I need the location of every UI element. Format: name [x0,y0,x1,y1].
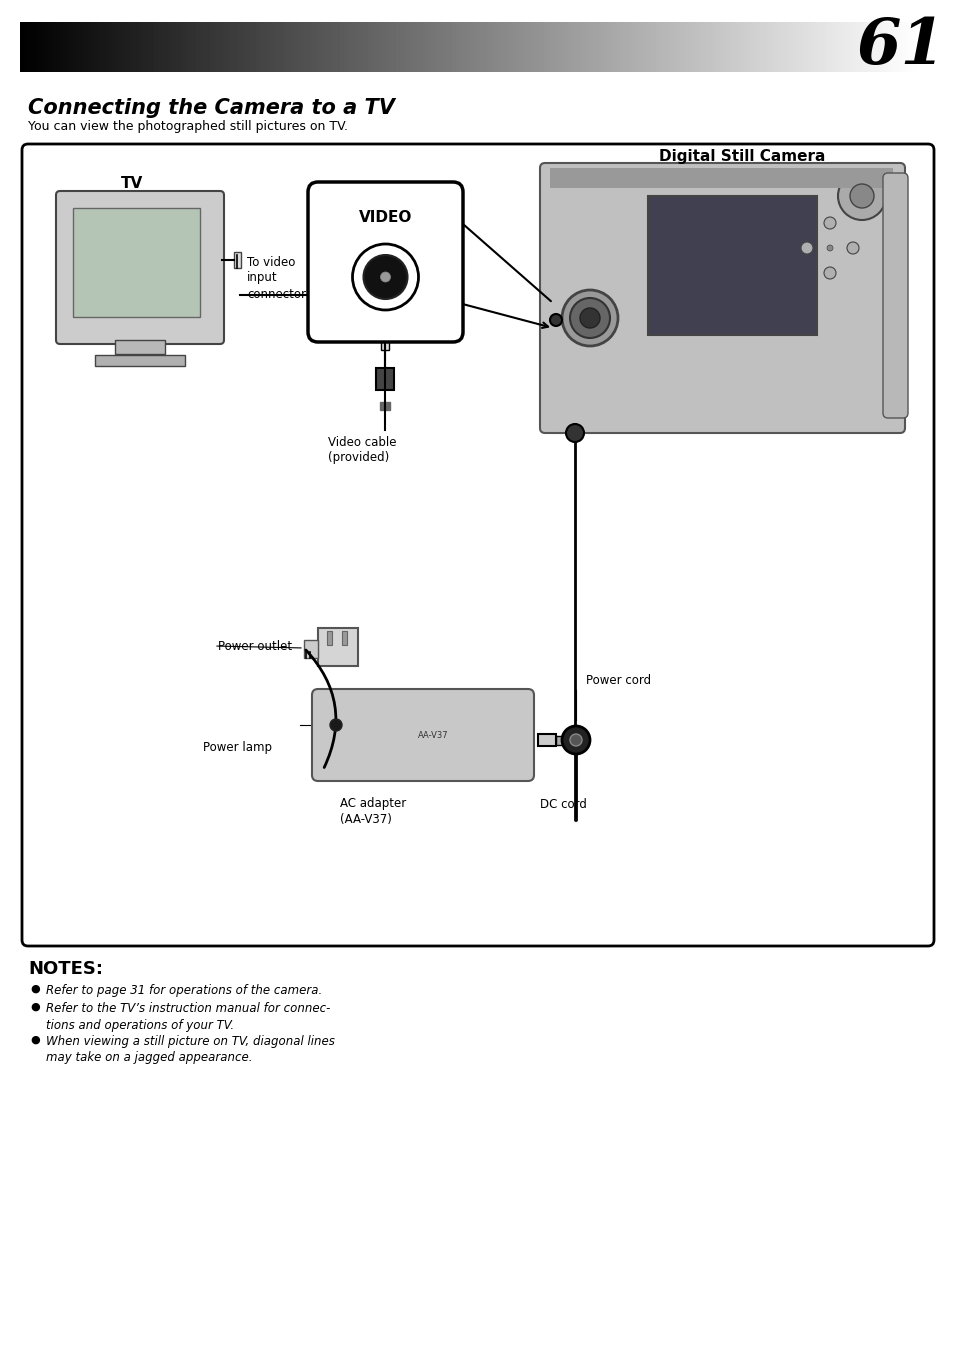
Circle shape [579,308,599,328]
Circle shape [837,172,885,220]
Bar [95,355,185,366]
FancyBboxPatch shape [73,209,200,317]
Text: Video cable
(provided): Video cable (provided) [328,435,396,465]
Bar [352,756,361,766]
Bar [379,402,390,411]
Circle shape [561,726,589,753]
Text: DC cord: DC cord [539,798,586,812]
Bar [375,369,394,390]
Bar [330,751,348,763]
FancyBboxPatch shape [647,196,816,335]
Text: TV: TV [121,176,143,191]
Circle shape [330,720,341,730]
Text: When viewing a still picture on TV, diagonal lines
may take on a jagged appearan: When viewing a still picture on TV, diag… [46,1035,335,1065]
Text: NOTES:: NOTES: [28,959,103,978]
Bar [317,627,357,667]
Circle shape [846,243,858,253]
Circle shape [823,217,835,229]
Text: Refer to page 31 for operations of the camera.: Refer to page 31 for operations of the c… [46,984,322,997]
Circle shape [380,272,390,282]
FancyBboxPatch shape [882,173,907,417]
Circle shape [352,244,418,310]
Text: Power lamp: Power lamp [203,740,272,753]
Text: Digital Still Camera: Digital Still Camera [659,149,825,164]
Text: Refer to the TV’s instruction manual for connec-
tions and operations of your TV: Refer to the TV’s instruction manual for… [46,1001,330,1031]
Bar [304,640,317,659]
Circle shape [823,267,835,279]
Circle shape [561,290,618,346]
FancyBboxPatch shape [56,191,224,344]
Bar [233,252,241,268]
Text: VIDEO: VIDEO [358,210,412,225]
Bar [366,756,374,766]
Bar [537,734,556,747]
FancyBboxPatch shape [312,688,534,780]
Bar [550,168,892,188]
Text: ●: ● [30,1035,40,1045]
Circle shape [801,243,812,253]
Bar [115,340,165,354]
Text: 61: 61 [855,16,944,77]
Text: To video output
connector: To video output connector [323,305,414,335]
Text: AC adapter
(AA-V37): AC adapter (AA-V37) [339,797,406,827]
Text: ●: ● [30,984,40,995]
Text: Power cord: Power cord [585,673,651,687]
Bar [550,176,624,417]
Circle shape [826,245,832,251]
Circle shape [569,734,581,747]
Text: Connecting the Camera to a TV: Connecting the Camera to a TV [28,98,395,118]
Circle shape [550,314,561,327]
FancyBboxPatch shape [539,163,904,434]
Circle shape [849,184,873,209]
Text: You can view the photographed still pictures on TV.: You can view the photographed still pict… [28,121,348,133]
Text: Power outlet: Power outlet [218,640,292,653]
FancyBboxPatch shape [22,144,933,946]
Text: ●: ● [30,1001,40,1012]
Bar [380,340,389,350]
Text: AA-V37: AA-V37 [417,730,448,740]
Bar [341,631,347,645]
Text: To video
input
connector: To video input connector [247,256,306,301]
Circle shape [363,255,407,299]
Bar [327,631,332,645]
Circle shape [569,298,609,337]
Circle shape [565,424,583,442]
FancyBboxPatch shape [308,182,462,341]
Bar [556,736,565,745]
